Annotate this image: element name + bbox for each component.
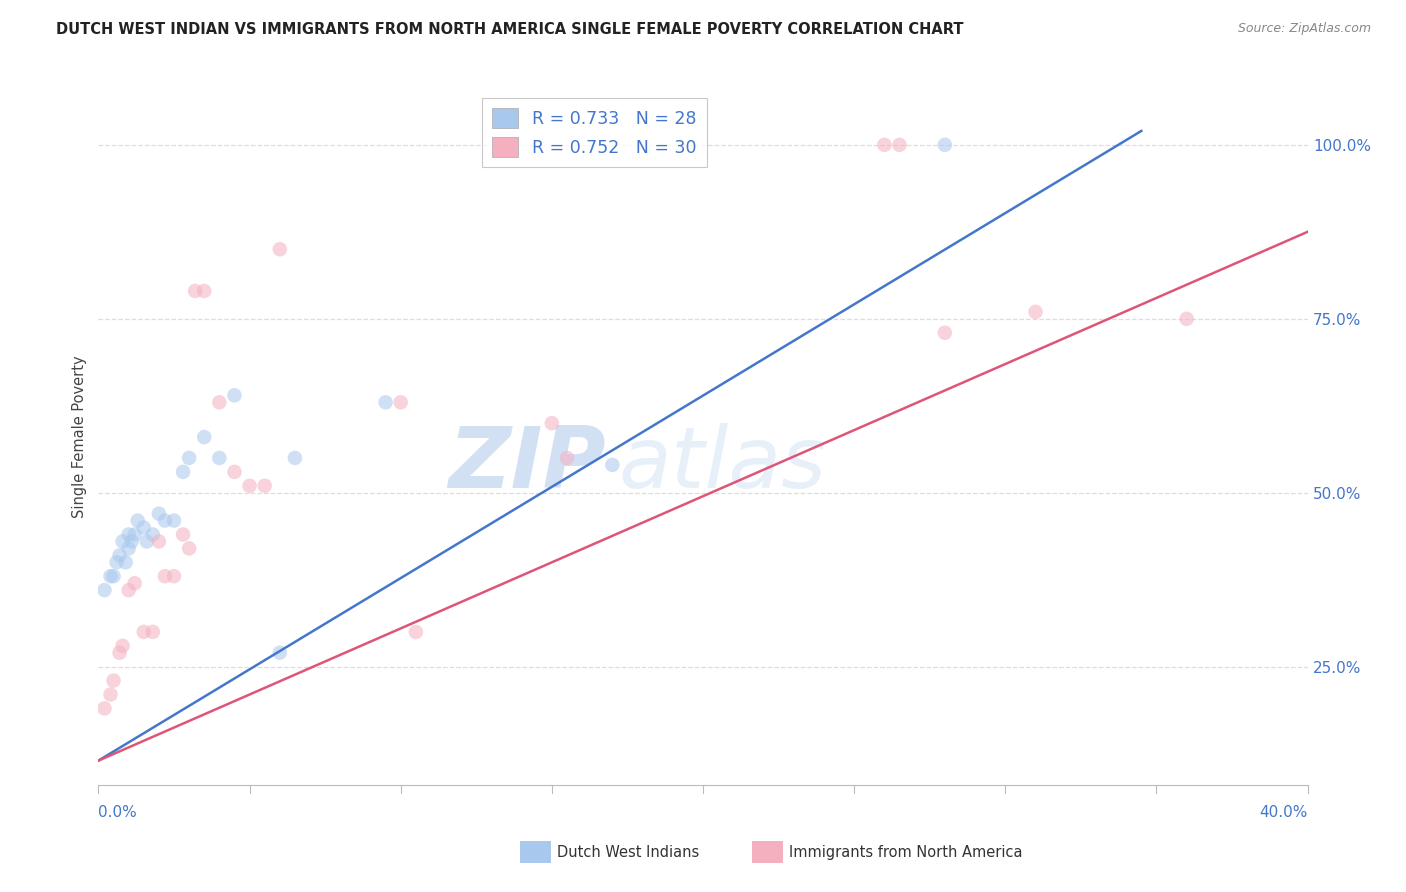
Point [153,514,176,528]
Point [253,479,276,493]
Point [100,569,122,583]
Point [1175,311,1198,326]
Point [172,527,194,541]
Point [163,514,186,528]
Point [934,137,956,152]
Point [284,450,307,465]
Point [889,137,911,152]
Legend: R = 0.733   N = 28, R = 0.752   N = 30: R = 0.733 N = 28, R = 0.752 N = 30 [482,98,707,168]
Point [269,646,291,660]
Point [239,479,262,493]
Point [93,701,115,715]
Point [93,583,115,598]
Text: ZIP: ZIP [449,424,606,507]
Point [132,624,155,639]
Point [193,430,215,444]
Point [118,541,141,556]
Point [111,534,134,549]
Point [163,569,186,583]
Text: Dutch West Indians: Dutch West Indians [557,845,699,860]
Point [124,527,146,541]
Point [184,284,207,298]
Y-axis label: Single Female Poverty: Single Female Poverty [72,356,87,518]
Point [934,326,956,340]
Point [153,569,176,583]
Point [208,450,231,465]
Point [142,527,165,541]
Point [118,583,141,598]
Point [193,284,215,298]
Text: DUTCH WEST INDIAN VS IMMIGRANTS FROM NORTH AMERICA SINGLE FEMALE POVERTY CORRELA: DUTCH WEST INDIAN VS IMMIGRANTS FROM NOR… [56,22,963,37]
Text: Source: ZipAtlas.com: Source: ZipAtlas.com [1237,22,1371,36]
Point [124,576,146,591]
Point [224,465,246,479]
Point [405,624,427,639]
Point [224,388,246,402]
Point [111,639,134,653]
Point [374,395,396,409]
Point [121,534,143,549]
Point [100,688,122,702]
Text: 40.0%: 40.0% [1260,805,1308,820]
Point [127,514,149,528]
Point [269,242,291,256]
Point [873,137,896,152]
Point [602,458,624,472]
Point [179,450,201,465]
Point [555,450,578,465]
Point [103,673,125,688]
Point [179,541,201,556]
Point [108,646,131,660]
Point [105,555,128,569]
Point [389,395,412,409]
Point [135,534,157,549]
Point [540,416,562,430]
Point [103,569,125,583]
Point [142,624,165,639]
Point [148,507,170,521]
Point [108,549,131,563]
Point [118,527,141,541]
Text: 0.0%: 0.0% [98,805,138,820]
Text: atlas: atlas [619,424,827,507]
Point [172,465,194,479]
Point [148,534,170,549]
Point [132,520,155,534]
Point [1024,305,1046,319]
Point [114,555,136,569]
Point [208,395,231,409]
Text: Immigrants from North America: Immigrants from North America [789,845,1022,860]
